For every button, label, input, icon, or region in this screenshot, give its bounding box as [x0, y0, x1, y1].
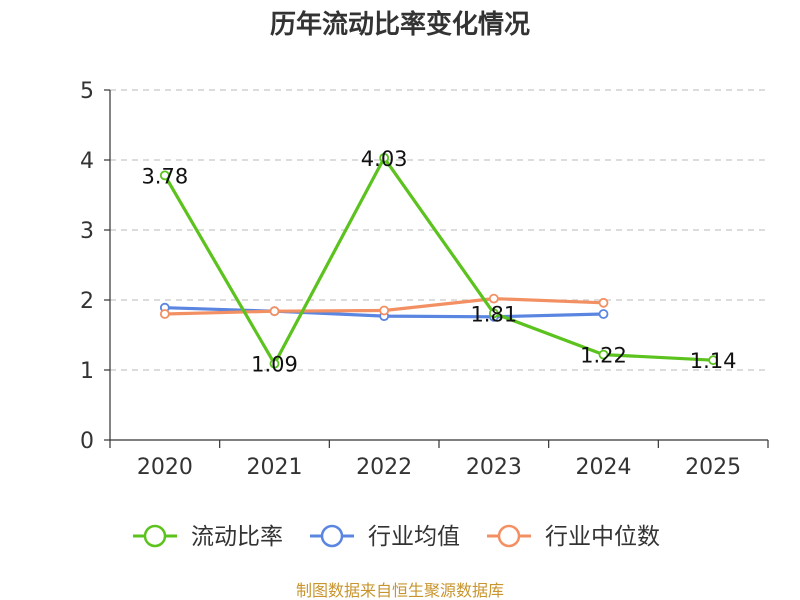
legend[interactable]: 流动比率 行业均值 行业中位数 — [133, 524, 660, 550]
y-tick-label: 1 — [80, 359, 94, 384]
x-tick-label: 2024 — [576, 455, 632, 480]
data-point[interactable] — [488, 293, 499, 304]
y-tick-label: 3 — [80, 219, 94, 244]
y-tick-label: 4 — [80, 149, 94, 174]
data-point[interactable] — [379, 152, 390, 163]
source-note: 制图数据来自恒生聚源数据库 — [296, 581, 504, 600]
x-tick-label: 2022 — [356, 455, 412, 480]
y-tick-label: 2 — [80, 289, 94, 314]
legend-marker-icon — [497, 524, 521, 548]
data-point[interactable] — [598, 297, 609, 308]
data-label: 1.14 — [690, 349, 737, 373]
data-point[interactable] — [269, 306, 280, 317]
axes: 0 1 2 3 4 5 2020 2021 2022 2023 2024 2025 — [80, 79, 769, 480]
data-point[interactable] — [598, 309, 609, 319]
x-tick-label: 2021 — [247, 455, 303, 480]
legend-item[interactable]: 行业均值 — [310, 524, 460, 550]
legend-item[interactable]: 行业中位数 — [487, 524, 660, 550]
y-tick-label: 0 — [80, 429, 94, 454]
data-point[interactable] — [708, 355, 719, 366]
chart-title: 历年流动比率变化情况 — [270, 9, 530, 40]
data-point[interactable] — [379, 305, 390, 316]
data-point[interactable] — [598, 349, 609, 360]
legend-item[interactable]: 流动比率 — [133, 524, 283, 550]
data-label: 1.09 — [251, 353, 298, 377]
series-layer — [159, 152, 719, 369]
legend-marker-icon — [320, 524, 344, 548]
data-point[interactable] — [269, 358, 280, 369]
data-label: 1.22 — [580, 344, 627, 368]
legend-label: 行业中位数 — [545, 524, 660, 550]
legend-label: 流动比率 — [191, 524, 283, 550]
x-tick-label: 2025 — [685, 455, 741, 480]
data-point[interactable] — [488, 308, 499, 319]
data-point[interactable] — [159, 309, 170, 319]
x-tick-label: 2023 — [466, 455, 522, 480]
x-tick-label: 2020 — [137, 455, 193, 480]
legend-marker-icon — [143, 524, 167, 548]
data-labels: 3.78 1.09 4.03 1.81 1.22 1.14 — [141, 147, 736, 377]
grid — [110, 89, 768, 371]
series-line — [163, 156, 714, 366]
data-label: 4.03 — [361, 147, 408, 171]
legend-label: 行业均值 — [368, 524, 460, 550]
data-point[interactable] — [159, 170, 170, 181]
y-tick-label: 5 — [80, 79, 94, 104]
data-label: 1.81 — [470, 302, 517, 326]
data-label: 3.78 — [141, 164, 188, 188]
